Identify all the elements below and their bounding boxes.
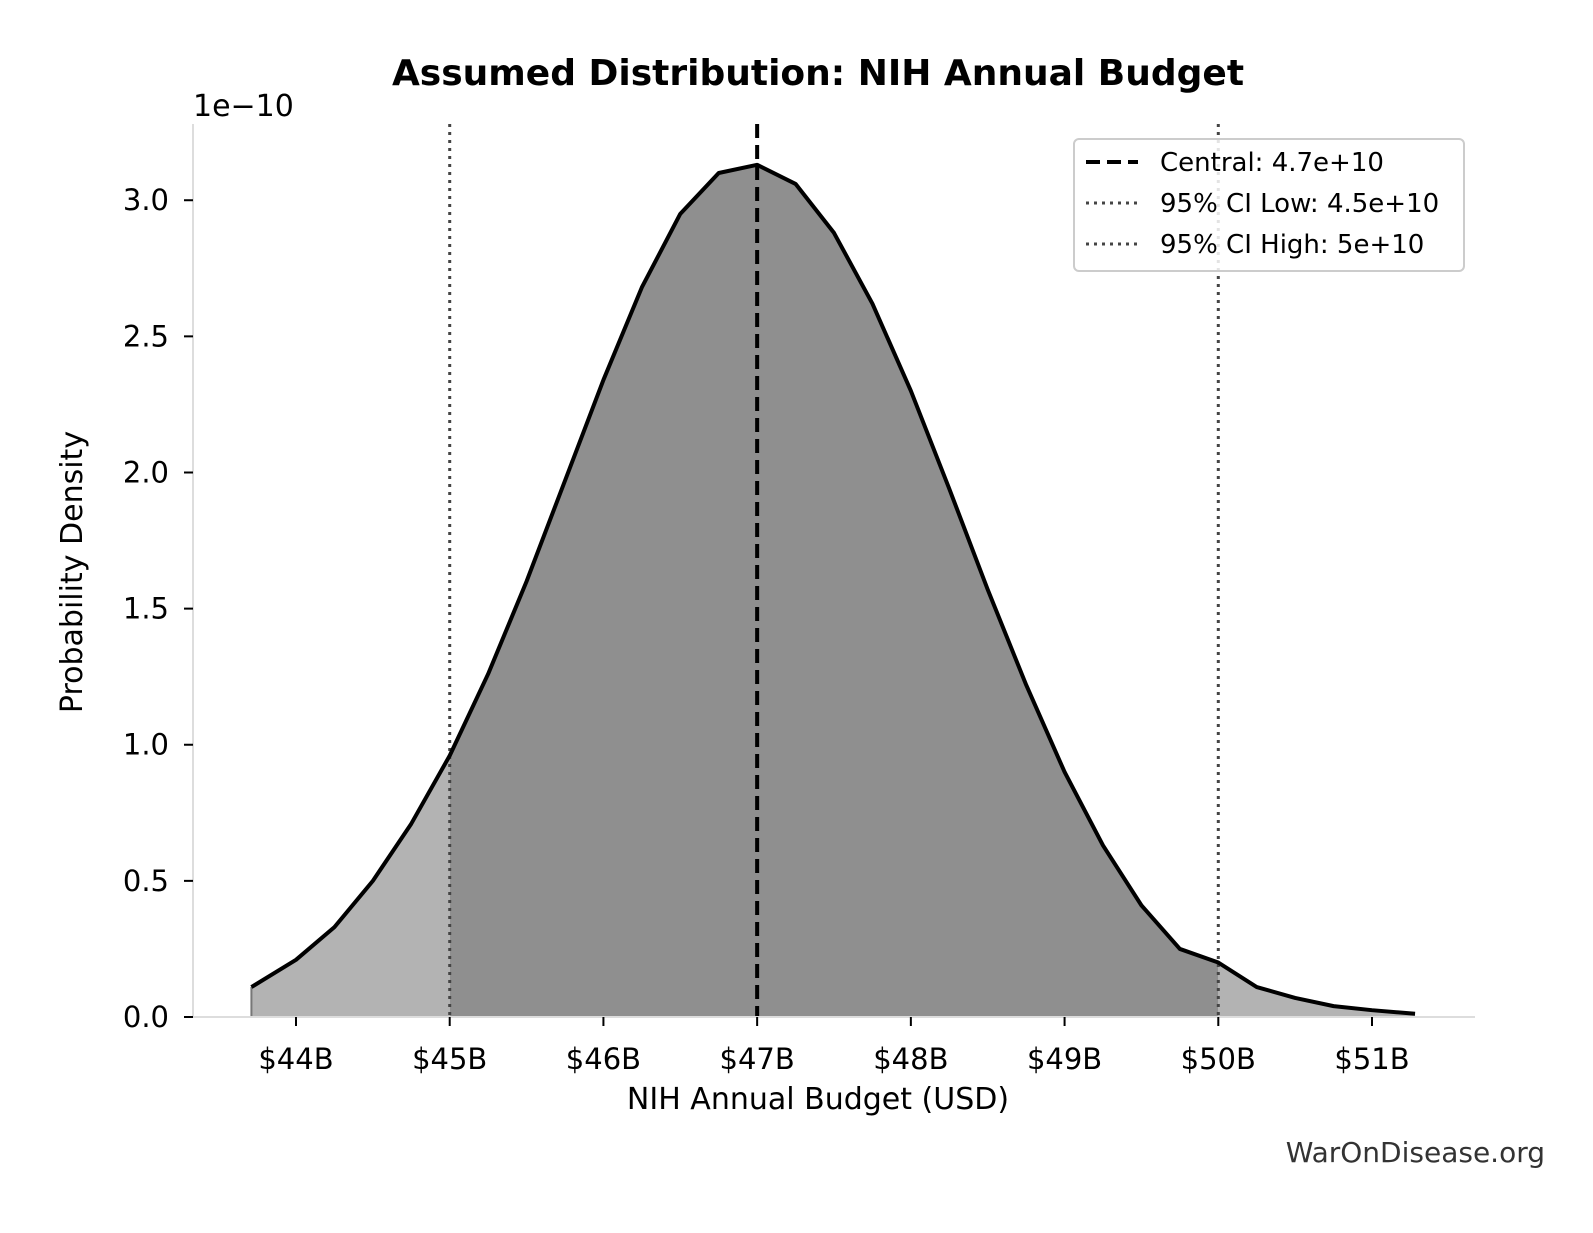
chart-title: Assumed Distribution: NIH Annual Budget xyxy=(392,53,1244,94)
x-tick-label-7: $51B xyxy=(1334,1042,1409,1076)
y-tick-label-1: 0.5 xyxy=(123,864,169,898)
ci-area xyxy=(449,164,1219,1018)
x-tick-label-5: $49B xyxy=(1027,1042,1102,1076)
legend: Central: 4.7e+10 95% CI Low: 4.5e+10 95% C… xyxy=(1073,138,1465,272)
y-axis-label: Probability Density xyxy=(55,431,90,713)
tail-area-right xyxy=(1218,962,1416,1017)
y-tick-label-6: 3.0 xyxy=(123,183,169,217)
y-offset-label: 1e−10 xyxy=(193,89,294,124)
legend-label-2: 95% CI High: 5e+10 xyxy=(1160,230,1424,260)
x-tick-label-4: $48B xyxy=(873,1042,948,1076)
plot-area xyxy=(250,124,1416,1018)
y-tick-label-2: 1.0 xyxy=(123,728,169,762)
density-curve xyxy=(250,162,1416,1016)
watermark: WarOnDisease.org xyxy=(1286,1136,1545,1169)
x-tick-label-2: $46B xyxy=(566,1042,641,1076)
x-axis-label: NIH Annual Budget (USD) xyxy=(627,1082,1009,1117)
x-tick-label-1: $45B xyxy=(412,1042,487,1076)
y-axis-ticks: 0.0 0.5 1.0 1.5 2.0 2.5 3.0 xyxy=(123,183,193,1034)
x-tick-label-0: $44B xyxy=(258,1042,333,1076)
x-tick-label-3: $47B xyxy=(720,1042,795,1076)
x-axis-ticks: $44B $45B $46B $47B $48B $49B $50B $51B xyxy=(258,1017,1410,1076)
y-tick-label-4: 2.0 xyxy=(123,455,169,489)
y-tick-label-5: 2.5 xyxy=(123,319,169,353)
y-tick-label-3: 1.5 xyxy=(123,592,169,626)
legend-box xyxy=(1073,138,1465,272)
legend-label-0: Central: 4.7e+10 xyxy=(1160,148,1384,178)
legend-label-1: 95% CI Low: 4.5e+10 xyxy=(1160,189,1439,219)
tail-area-left xyxy=(251,755,450,1017)
axes xyxy=(192,124,1475,1018)
x-tick-label-6: $50B xyxy=(1181,1042,1256,1076)
y-tick-label-0: 0.0 xyxy=(123,1000,169,1034)
